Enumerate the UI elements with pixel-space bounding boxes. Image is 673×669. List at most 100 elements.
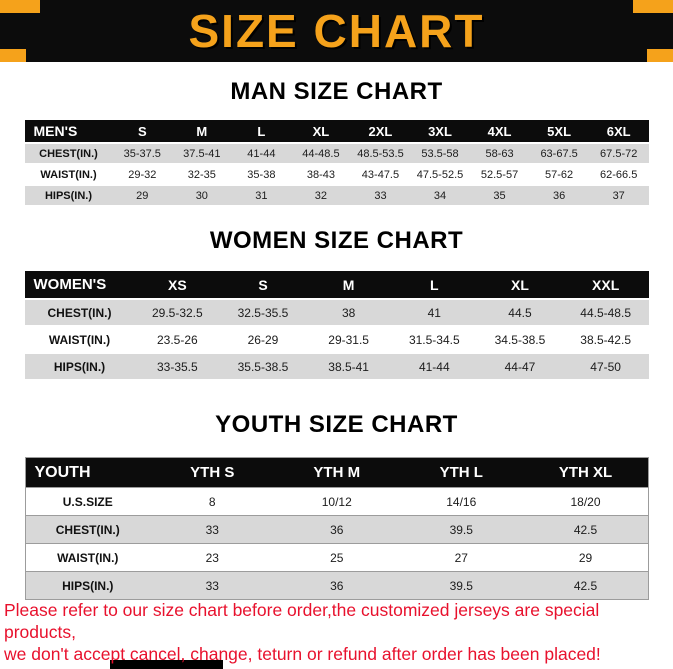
table-row: HIPS(IN.) 33-35.5 35.5-38.5 38.5-41 41-44 44-… xyxy=(24,353,649,380)
size-header-cell: YTH XL xyxy=(523,457,648,488)
row-label: HIPS(IN.) xyxy=(24,353,135,380)
table-cell: 32 xyxy=(291,185,351,206)
table-cell: 35.5-38.5 xyxy=(220,353,306,380)
table-cell: 34.5-38.5 xyxy=(477,326,563,353)
size-table-men: MEN'S S M L XL 2XL 3XL 4XL 5XL 6XL CHEST(IN.) 35-37… xyxy=(24,120,649,207)
size-header-cell: 2XL xyxy=(350,120,411,143)
table-row: HIPS(IN.) 33 36 39.5 42.5 xyxy=(25,571,648,600)
table-cell: 29.5-32.5 xyxy=(134,299,221,326)
table-cell: 29-31.5 xyxy=(305,326,392,353)
table-cell: 37 xyxy=(588,185,649,206)
table-cell: 38.5-41 xyxy=(305,353,392,380)
table-cell: 32.5-35.5 xyxy=(220,299,306,326)
size-chart-section-women: WOMEN SIZE CHART WOMEN'S XS S M L XL XXL CHEST(I… xyxy=(0,227,673,381)
table-cell: 37.5-41 xyxy=(172,143,232,164)
table-cell: 36 xyxy=(274,515,399,544)
table-cell: 10/12 xyxy=(274,487,399,516)
row-label: CHEST(IN.) xyxy=(25,515,150,544)
banner-corner-bottom-right xyxy=(647,49,673,62)
table-corner-header: MEN'S xyxy=(24,120,113,143)
table-cell: 38 xyxy=(305,299,392,326)
size-chart-section-youth: YOUTH SIZE CHART YOUTH YTH S YTH M YTH L YTH … xyxy=(0,411,673,600)
row-label: HIPS(IN.) xyxy=(25,571,150,600)
table-cell: 44.5-48.5 xyxy=(562,299,649,326)
cropped-black-bar xyxy=(110,660,223,669)
table-cell: 63-67.5 xyxy=(529,143,589,164)
table-cell: 39.5 xyxy=(399,571,524,600)
table-cell: 44-48.5 xyxy=(291,143,351,164)
table-cell: 41 xyxy=(391,299,478,326)
row-label: WAIST(IN.) xyxy=(24,164,113,185)
size-header-cell: YTH M xyxy=(274,457,399,488)
table-cell: 18/20 xyxy=(523,487,648,516)
table-cell: 14/16 xyxy=(399,487,524,516)
table-cell: 36 xyxy=(529,185,589,206)
size-header-cell: L xyxy=(231,120,292,143)
size-header-cell: YTH L xyxy=(399,457,524,488)
row-label: WAIST(IN.) xyxy=(25,543,150,572)
table-row: CHEST(IN.) 29.5-32.5 32.5-35.5 38 41 44.5 44.5… xyxy=(24,299,649,326)
size-header-cell: XXL xyxy=(562,271,649,299)
size-table-youth: YOUTH YTH S YTH M YTH L YTH XL U.S.SIZE 8 10/12… xyxy=(24,457,649,600)
table-cell: 48.5-53.5 xyxy=(350,143,411,164)
table-cell: 27 xyxy=(399,543,524,572)
table-cell: 34 xyxy=(410,185,470,206)
size-header-cell: M xyxy=(172,120,232,143)
table-cell: 25 xyxy=(274,543,399,572)
table-cell: 30 xyxy=(172,185,232,206)
size-header-cell: L xyxy=(391,271,478,299)
sections: MAN SIZE CHART MEN'S S M L XL 2XL 3XL 4XL 5XL 6XL C… xyxy=(0,78,673,600)
section-heading-men: MAN SIZE CHART xyxy=(230,78,443,105)
row-label: CHEST(IN.) xyxy=(24,143,113,164)
table-row: CHEST(IN.) 33 36 39.5 42.5 xyxy=(25,515,648,544)
page-title: SIZE CHART xyxy=(188,5,485,57)
table-cell: 29 xyxy=(523,543,648,572)
table-cell: 53.5-58 xyxy=(410,143,470,164)
banner-corner-bottom-left xyxy=(0,49,26,62)
table-cell: 57-62 xyxy=(529,164,589,185)
header-row: WOMEN'S XS S M L XL XXL xyxy=(24,271,649,299)
size-chart-section-men: MAN SIZE CHART MEN'S S M L XL 2XL 3XL 4XL 5XL 6XL C… xyxy=(0,78,673,207)
banner: SIZE CHART xyxy=(0,0,673,62)
table-cell: 44.5 xyxy=(477,299,563,326)
size-header-cell: XL xyxy=(477,271,563,299)
table-cell: 42.5 xyxy=(523,515,648,544)
table-row: HIPS(IN.) 29 30 31 32 33 34 35 36 37 xyxy=(24,185,649,206)
table-cell: 43-47.5 xyxy=(350,164,411,185)
banner-corner-top-right xyxy=(633,0,673,13)
section-heading-youth: YOUTH SIZE CHART xyxy=(215,411,458,438)
table-cell: 31 xyxy=(231,185,292,206)
size-header-cell: YTH S xyxy=(150,457,275,488)
table-cell: 26-29 xyxy=(220,326,306,353)
table-cell: 33 xyxy=(350,185,411,206)
table-cell: 47.5-52.5 xyxy=(410,164,470,185)
size-header-cell: XL xyxy=(291,120,351,143)
table-cell: 33 xyxy=(150,571,275,600)
size-header-cell: 5XL xyxy=(529,120,589,143)
size-header-cell: XS xyxy=(134,271,221,299)
table-cell: 29-32 xyxy=(112,164,173,185)
table-cell: 23.5-26 xyxy=(134,326,221,353)
size-header-cell: M xyxy=(305,271,392,299)
table-cell: 42.5 xyxy=(523,571,648,600)
table-cell: 67.5-72 xyxy=(588,143,649,164)
table-cell: 33 xyxy=(150,515,275,544)
table-row: WAIST(IN.) 23.5-26 26-29 29-31.5 31.5-34.5 34… xyxy=(24,326,649,353)
table-cell: 23 xyxy=(150,543,275,572)
header-row: MEN'S S M L XL 2XL 3XL 4XL 5XL 6XL xyxy=(24,120,649,143)
table-cell: 52.5-57 xyxy=(469,164,530,185)
disclaimer-line-2: we don't accept cancel, change, teturn o… xyxy=(4,644,601,664)
header-row: YOUTH YTH S YTH M YTH L YTH XL xyxy=(25,457,648,488)
row-label: WAIST(IN.) xyxy=(24,326,135,353)
size-header-cell: S xyxy=(112,120,173,143)
disclaimer-line-1: Please refer to our size chart before or… xyxy=(4,600,600,642)
table-cell: 39.5 xyxy=(399,515,524,544)
row-label: U.S.SIZE xyxy=(25,487,150,516)
size-header-cell: 6XL xyxy=(588,120,649,143)
table-cell: 41-44 xyxy=(231,143,292,164)
table-cell: 32-35 xyxy=(172,164,232,185)
table-cell: 47-50 xyxy=(562,353,649,380)
table-corner-header: WOMEN'S xyxy=(24,271,135,299)
disclaimer: Please refer to our size chart before or… xyxy=(4,599,669,665)
